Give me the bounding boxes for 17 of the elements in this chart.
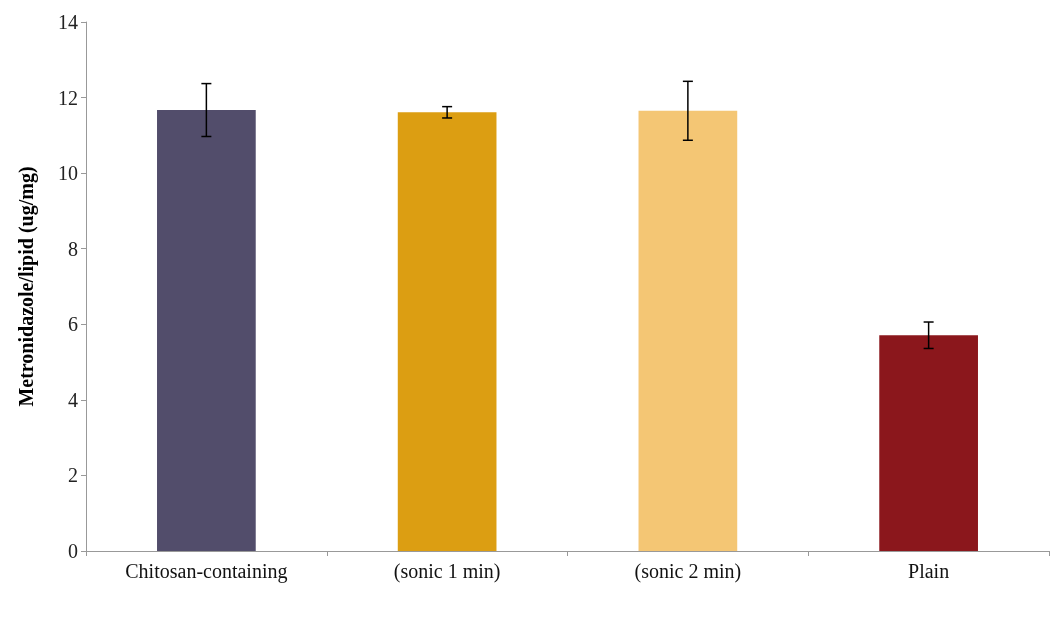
y-tick-label: 8 (68, 237, 78, 260)
bar (397, 112, 497, 551)
bar (879, 335, 978, 551)
x-tick-label: Plain (908, 560, 950, 582)
x-tick-label: Chitosan-containing (125, 560, 288, 583)
bar (157, 110, 256, 551)
y-axis-title: Metronidazole/lipid (ug/mg) (15, 166, 38, 407)
y-tick-label: 14 (58, 11, 78, 33)
bar (638, 110, 738, 551)
x-tick-label: (sonic 1 min) (393, 560, 501, 583)
y-tick-label: 0 (68, 540, 78, 562)
y-tick-label: 6 (68, 313, 78, 336)
x-tick-label: (sonic 2 min) (634, 560, 742, 583)
y-tick-label: 12 (58, 86, 78, 109)
y-tick-label: 10 (58, 162, 78, 185)
y-tick-label: 4 (68, 388, 78, 411)
y-tick-label: 2 (68, 464, 78, 487)
